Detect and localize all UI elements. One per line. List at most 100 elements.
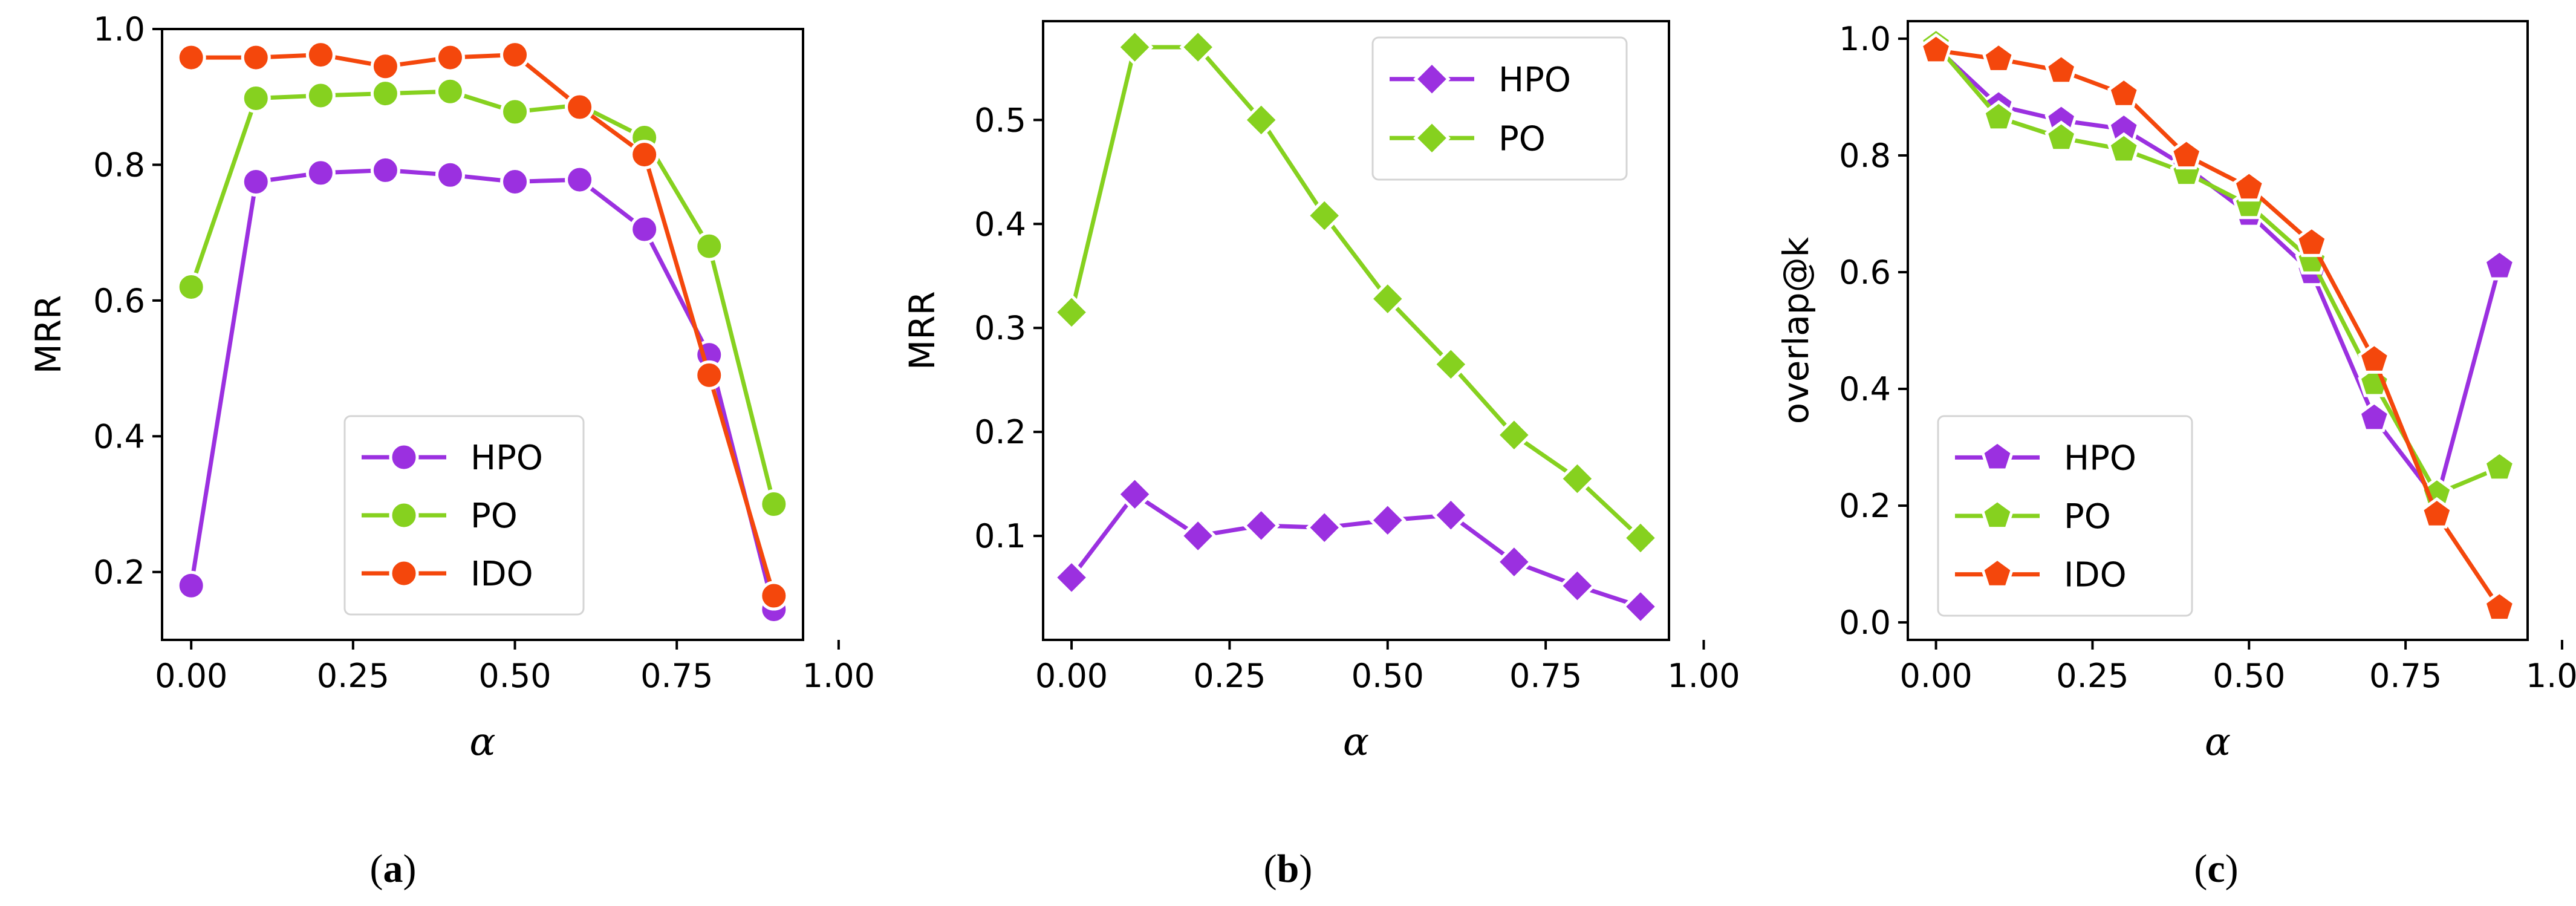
y-tick-label: 0.8 xyxy=(1839,137,1891,175)
x-tick-label: 0.25 xyxy=(2056,657,2129,695)
x-axis-label: α xyxy=(2205,720,2231,764)
y-axis-label: overlap@k xyxy=(1775,236,1817,424)
data-point-ido xyxy=(2358,342,2391,374)
data-point-po xyxy=(176,272,206,302)
y-tick-label: 0.2 xyxy=(1839,487,1891,525)
panel-caption: (c) xyxy=(2194,847,2238,891)
data-point-hpo xyxy=(2358,400,2391,432)
y-tick-label: 0.0 xyxy=(1839,604,1891,642)
data-point-ido xyxy=(2233,170,2266,202)
y-tick-label: 0.1 xyxy=(974,517,1026,555)
data-point-ido xyxy=(2044,53,2078,85)
panel-caption: (b) xyxy=(1264,847,1313,891)
y-tick-label: 0.6 xyxy=(93,282,145,320)
y-tick-label: 0.3 xyxy=(974,309,1026,347)
legend-marker-ido xyxy=(1980,557,2014,588)
data-point-ido xyxy=(305,40,336,70)
y-tick-label: 1.0 xyxy=(1839,20,1891,58)
data-point-hpo xyxy=(176,570,206,601)
data-point-hpo xyxy=(629,214,660,244)
data-point-hpo xyxy=(370,155,400,185)
y-tick-label: 0.2 xyxy=(93,553,145,592)
data-point-hpo xyxy=(500,167,530,197)
x-tick-label: 0.75 xyxy=(640,657,713,695)
series-line-po xyxy=(189,89,776,505)
legend-marker-po xyxy=(1980,498,2014,530)
data-point-po xyxy=(435,76,465,106)
y-tick-label: 0.4 xyxy=(1839,370,1891,408)
x-tick-label: 0.00 xyxy=(155,657,227,695)
x-tick-label: 0.75 xyxy=(1509,657,1582,695)
legend-marker-hpo xyxy=(1413,60,1451,98)
data-point-hpo xyxy=(1432,496,1470,534)
y-axis-label: MRR xyxy=(28,295,69,374)
legend: HPO PO IDO xyxy=(1937,415,2193,617)
legend-label-ido: IDO xyxy=(2064,556,2127,595)
data-point-hpo xyxy=(1622,588,1659,625)
data-point-hpo xyxy=(1053,559,1090,596)
data-point-ido xyxy=(500,40,530,70)
data-point-po xyxy=(1432,345,1470,383)
data-point-po xyxy=(1116,28,1154,66)
data-point-hpo xyxy=(1495,543,1533,581)
x-tick-label: 0.50 xyxy=(478,657,551,695)
series-line-hpo xyxy=(189,168,776,610)
series-hpo xyxy=(1053,475,1659,625)
legend-marker-po xyxy=(389,500,419,530)
legend: HPO PO IDO xyxy=(343,415,585,616)
y-axis-label: MRR xyxy=(902,291,943,370)
y-tick-label: 0.8 xyxy=(93,146,145,184)
data-point-hpo xyxy=(305,158,336,188)
data-point-hpo xyxy=(2483,249,2516,281)
legend-marker-ido xyxy=(389,558,419,588)
y-tick-label: 0.6 xyxy=(1839,253,1891,292)
axes-frame xyxy=(1907,20,2529,641)
data-point-ido xyxy=(1982,42,2015,73)
data-point-ido xyxy=(435,42,465,73)
x-tick-label: 0.00 xyxy=(1035,657,1108,695)
y-tick-label: 0.2 xyxy=(974,413,1026,451)
data-point-ido xyxy=(2420,497,2454,529)
x-tick-label: 0.25 xyxy=(1193,657,1266,695)
legend-label-po: PO xyxy=(470,497,518,536)
data-point-ido xyxy=(241,42,271,73)
axes-frame xyxy=(1042,20,1670,641)
legend-marker-po xyxy=(1413,119,1451,157)
data-point-ido xyxy=(565,92,595,122)
data-point-hpo xyxy=(435,160,465,190)
data-point-po xyxy=(1558,460,1596,498)
data-point-hpo xyxy=(241,167,271,197)
data-point-po xyxy=(2483,450,2516,482)
x-tick-label: 0.25 xyxy=(317,657,389,695)
x-tick-label: 0.50 xyxy=(1351,657,1424,695)
data-point-ido xyxy=(2295,226,2329,257)
x-axis-label: α xyxy=(469,720,495,764)
legend-marker-hpo xyxy=(1980,440,2014,472)
y-tick-label: 0.5 xyxy=(974,101,1026,139)
data-point-po xyxy=(2044,120,2078,152)
data-point-po xyxy=(1306,197,1344,235)
data-point-ido xyxy=(370,51,400,82)
legend-label-po: PO xyxy=(1498,119,1546,158)
data-point-ido xyxy=(2170,138,2203,170)
data-point-po xyxy=(759,489,789,520)
series-ido xyxy=(1919,33,2516,622)
data-point-po xyxy=(1982,100,2015,132)
legend-label-hpo: HPO xyxy=(1498,60,1571,100)
data-point-ido xyxy=(2483,590,2516,622)
data-point-po xyxy=(1622,519,1659,557)
data-point-po xyxy=(2107,132,2141,164)
y-tick-label: 0.4 xyxy=(974,205,1026,243)
data-point-po xyxy=(1179,28,1217,66)
legend-marker-hpo xyxy=(389,442,419,472)
x-tick-label: 1.00 xyxy=(1667,657,1740,695)
legend-label-hpo: HPO xyxy=(470,438,543,478)
x-tick-label: 0.00 xyxy=(1899,657,1972,695)
data-point-hpo xyxy=(1116,475,1154,513)
x-tick-label: 0.75 xyxy=(2369,657,2442,695)
series-hpo xyxy=(176,155,789,624)
data-point-ido xyxy=(1919,33,1953,65)
series-po xyxy=(176,76,789,520)
x-tick-label: 1.00 xyxy=(2526,657,2576,695)
